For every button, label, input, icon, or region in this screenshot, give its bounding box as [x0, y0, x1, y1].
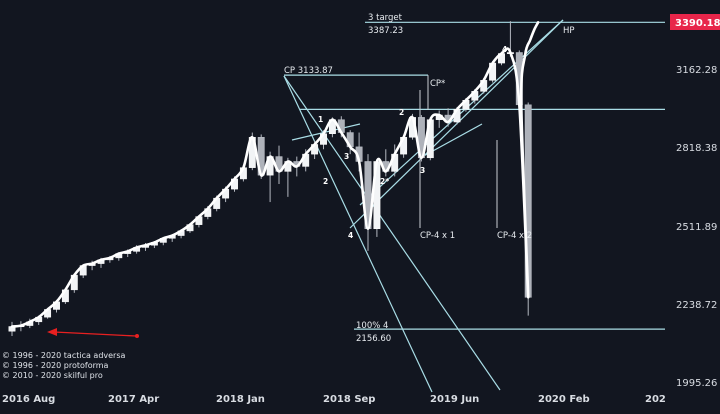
wave-label: 2 — [399, 108, 404, 117]
x-tick-label: 2020 Feb — [538, 394, 590, 405]
cp-label: CP 3133.87 — [284, 66, 333, 76]
cp-star-label: CP* — [430, 79, 445, 89]
x-tick-label: 2018 Sep — [323, 394, 375, 405]
target-label: 3 target — [368, 13, 403, 23]
red-arrow-head — [47, 328, 57, 336]
cp4x1-label: CP-4 x 1 — [420, 231, 455, 241]
y-tick-label: 2238.72 — [676, 300, 717, 311]
target-value: 3387.23 — [368, 26, 403, 36]
x-tick-label: 202 — [645, 394, 666, 405]
wave-label: 3 — [344, 152, 349, 161]
y-tick-label: 2818.38 — [676, 143, 717, 154]
x-tick-label: 2016 Aug — [2, 394, 55, 405]
channel-line — [283, 75, 433, 393]
wave-label: 2 — [323, 177, 328, 186]
wave-label: 4 — [502, 45, 507, 54]
x-tick-label: 2019 Jun — [430, 394, 479, 405]
percent-label: 100% 4 — [356, 321, 388, 331]
y-tick-label: 3162.28 — [676, 65, 717, 76]
x-tick-label: 2018 Jan — [216, 394, 265, 405]
trend-line — [359, 19, 564, 206]
cp4x2-label: CP-4 x 2 — [497, 231, 532, 241]
current-price-label: 3390.18 — [675, 18, 720, 29]
red-arrow-line — [53, 331, 137, 337]
percent-value: 2156.60 — [356, 334, 391, 344]
copyright-line: © 1996 - 2020 protoforma — [2, 361, 109, 370]
y-tick-label: 2511.89 — [676, 222, 717, 233]
wave-label: 3 — [420, 166, 425, 175]
hp-label: HP — [563, 26, 575, 36]
copyright-line: © 2010 - 2020 skilful pro — [2, 371, 103, 380]
copyright-line: © 1996 - 2020 tactica adversa — [2, 351, 126, 360]
wave-label: 1 — [318, 115, 323, 124]
y-tick-label: 1995.26 — [676, 378, 717, 389]
current-price-badge — [670, 14, 720, 30]
red-arrow-tail — [135, 334, 139, 338]
channel-line — [283, 75, 501, 391]
overlay-lines — [283, 19, 665, 393]
wave-label: 4 — [348, 231, 353, 240]
wave-path — [10, 21, 540, 328]
wave-label: 2* — [380, 177, 389, 186]
x-tick-label: 2017 Apr — [108, 394, 159, 405]
